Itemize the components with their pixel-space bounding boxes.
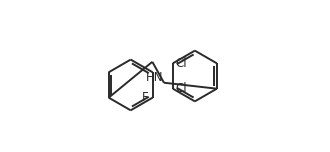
Text: HN: HN [146, 71, 163, 85]
Text: F: F [142, 91, 149, 104]
Text: Cl: Cl [176, 82, 187, 95]
Text: Cl: Cl [176, 57, 187, 70]
